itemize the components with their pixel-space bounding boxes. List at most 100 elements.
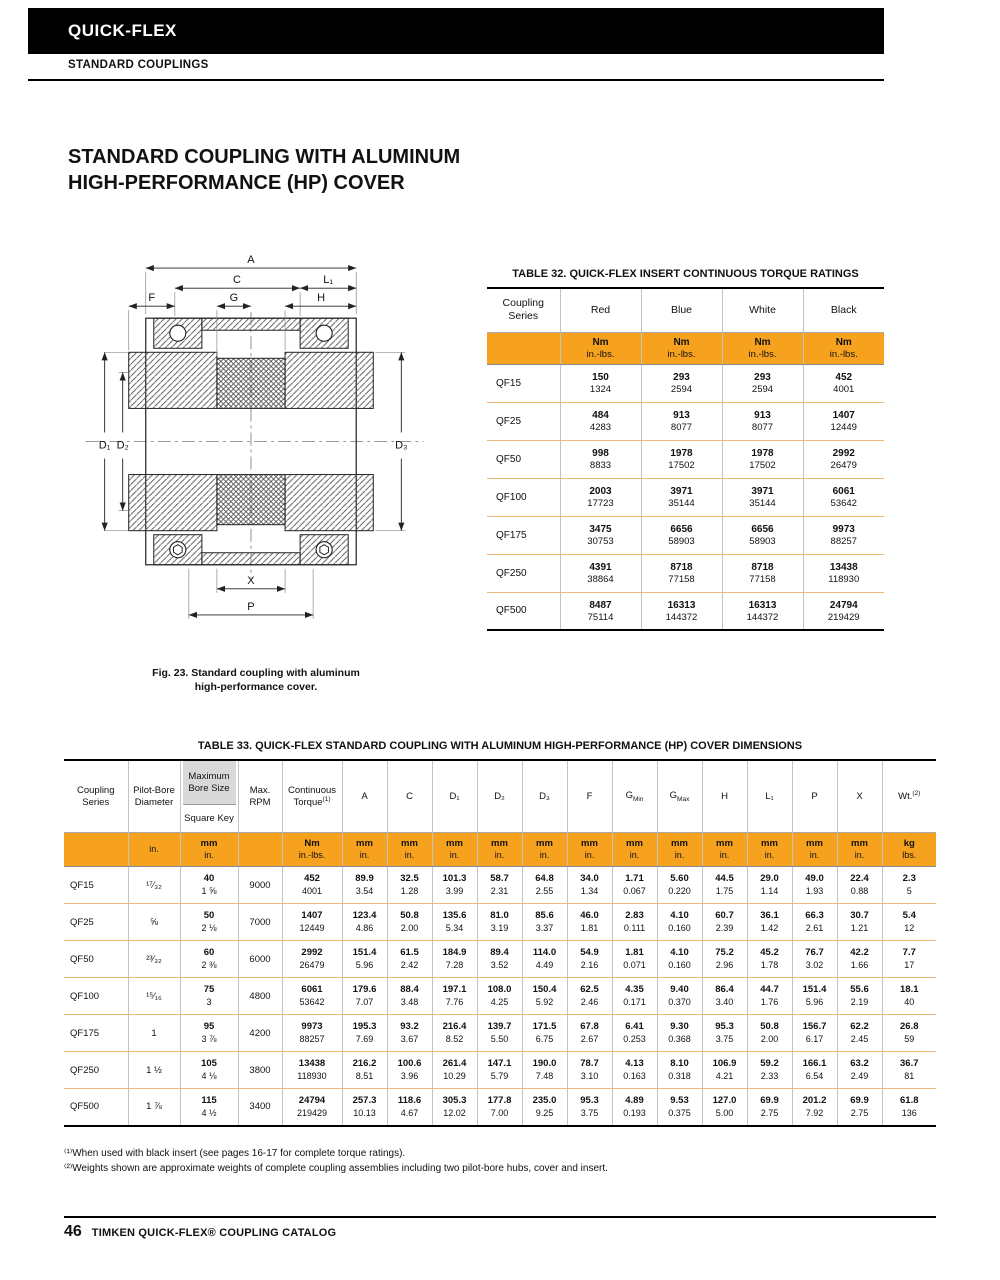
bore-size-cell: 75 3 xyxy=(179,977,238,1015)
table33-title: TABLE 33. QUICK-FLEX STANDARD COUPLING W… xyxy=(197,740,803,752)
header-bar: QUICK-FLEX xyxy=(28,8,884,54)
value-cell: 5.60 0.220 xyxy=(656,866,702,904)
table32-units-row: Nm in.-lbs. Nm in.-lbs. Nm in.-lbs. Nm in.-lbs. xyxy=(487,332,884,365)
dimension-annotations: A C L₁ F G H D₁ D₂ xyxy=(99,254,408,619)
hex-socket-icon xyxy=(173,544,183,556)
unit-cell: mm in. xyxy=(386,832,432,867)
value-cell: 6656 58903 xyxy=(640,516,722,555)
col-dim-f: F xyxy=(566,759,612,833)
series-cell: QF50 xyxy=(64,940,128,978)
col-red: Red xyxy=(559,287,641,333)
value-cell: 95.3 3.75 xyxy=(701,1014,747,1052)
footnote-1: ⁽¹⁾When used with black insert (see page… xyxy=(64,1148,406,1159)
col-pilot-bore: Pilot-Bore Diameter xyxy=(127,759,180,833)
page-footer: 46 TIMKEN QUICK-FLEX® COUPLING CATALOG xyxy=(64,1223,336,1241)
value-cell: 257.3 10.13 xyxy=(341,1088,387,1127)
rpm-cell: 4800 xyxy=(237,977,282,1015)
table33-row: QF25 ⅝ 50 2 ⅛ 7000 1407 12449 123.4 4.86 50.8 2.00… xyxy=(64,903,936,941)
value-cell: 998 8833 xyxy=(559,440,641,479)
value-cell: 305.3 12.02 xyxy=(431,1088,477,1127)
unit-cell: Nm in.-lbs. xyxy=(721,332,803,365)
dim-label-p: P xyxy=(247,601,254,613)
header-subtitle: STANDARD COUPLINGS xyxy=(68,59,209,71)
table33-row: QF15 ¹⁷⁄₃₂ 40 1 ⅝ 9000 452 4001 89.9 3.54 32.5 1.2… xyxy=(64,866,936,904)
col-dim-d3: D₃ xyxy=(521,759,567,833)
value-cell: 201.2 7.92 xyxy=(791,1088,837,1127)
dim-label-g: G xyxy=(230,292,239,304)
unit-cell: in. xyxy=(127,832,180,867)
col-weight: Wt.(2) xyxy=(881,759,936,833)
units-blank-cell xyxy=(237,832,282,867)
unit-cell: mm in. xyxy=(836,832,882,867)
value-cell: 8718 77158 xyxy=(640,554,722,593)
value-cell: 184.9 7.28 xyxy=(431,940,477,978)
col-coupling-series: Coupling Series xyxy=(487,287,560,333)
unit-cell: mm in. xyxy=(431,832,477,867)
value-cell: 293 2594 xyxy=(640,364,722,403)
page-title-line1: STANDARD COUPLING WITH ALUMINUM xyxy=(68,146,461,168)
value-cell: 24794 219429 xyxy=(802,592,884,631)
value-cell: 1978 17502 xyxy=(721,440,803,479)
col-dim-l1: L₁ xyxy=(746,759,792,833)
figure-caption-line2: high-performance cover. xyxy=(194,681,318,694)
square-key-label: Square Key xyxy=(184,812,234,824)
insert-section xyxy=(216,357,286,526)
value-cell: 89.4 3.52 xyxy=(476,940,522,978)
value-cell: 54.9 2.16 xyxy=(566,940,612,978)
value-cell: 13438 118930 xyxy=(802,554,884,593)
value-cell: 6061 53642 xyxy=(802,478,884,517)
value-cell: 9.40 0.370 xyxy=(656,977,702,1015)
value-cell: 1.71 0.067 xyxy=(611,866,657,904)
rpm-cell: 3400 xyxy=(237,1088,282,1127)
value-cell: 151.4 5.96 xyxy=(341,940,387,978)
value-cell: 24794 219429 xyxy=(281,1088,342,1127)
table32-row: QF50 998 8833 1978 17502 1978 17502 2992 26479 xyxy=(487,440,884,479)
unit-cell: mm in. xyxy=(746,832,792,867)
value-cell: 9973 88257 xyxy=(281,1014,342,1052)
value-cell: 1978 17502 xyxy=(640,440,722,479)
dim-label-f: F xyxy=(148,292,155,304)
series-cell: QF25 xyxy=(487,402,560,441)
value-cell: 44.5 1.75 xyxy=(701,866,747,904)
table32-header-row: Coupling Series Red Blue White Black xyxy=(487,287,884,333)
bolt-hole-icon xyxy=(169,324,187,342)
value-cell: 195.3 7.69 xyxy=(341,1014,387,1052)
unit-cell: mm in. xyxy=(791,832,837,867)
value-cell: 127.0 5.00 xyxy=(701,1088,747,1127)
value-cell: 3971 35144 xyxy=(721,478,803,517)
value-cell: 85.6 3.37 xyxy=(521,903,567,941)
dim-label-c: C xyxy=(233,274,241,286)
value-cell: 50.8 2.00 xyxy=(386,903,432,941)
figure-23: A C L₁ F G H D₁ D₂ xyxy=(70,226,442,662)
value-cell: 4.13 0.163 xyxy=(611,1051,657,1089)
value-cell: 2.83 0.111 xyxy=(611,903,657,941)
value-cell: 156.7 6.17 xyxy=(791,1014,837,1052)
value-cell: 151.4 5.96 xyxy=(791,977,837,1015)
unit-cell: mm in. xyxy=(179,832,238,867)
table32-row: QF15 150 1324 293 2594 293 2594 452 4001 xyxy=(487,364,884,403)
unit-cell: Nm in.-lbs. xyxy=(640,332,722,365)
value-cell: 150.4 5.92 xyxy=(521,977,567,1015)
value-cell: 4391 38864 xyxy=(559,554,641,593)
pilot-bore-cell: 1 xyxy=(127,1014,180,1052)
value-cell: 16313 144372 xyxy=(640,592,722,631)
bore-size-cell: 105 4 ⅛ xyxy=(179,1051,238,1089)
page-title-line2: HIGH-PERFORMANCE (HP) COVER xyxy=(68,172,405,194)
figure-caption: Fig. 23. Standard coupling with aluminum… xyxy=(70,666,442,694)
series-cell: QF250 xyxy=(487,554,560,593)
value-cell: 2992 26479 xyxy=(281,940,342,978)
value-cell: 913 8077 xyxy=(721,402,803,441)
value-cell: 50.8 2.00 xyxy=(746,1014,792,1052)
value-cell: 216.4 8.52 xyxy=(431,1014,477,1052)
value-cell: 3475 30753 xyxy=(559,516,641,555)
bolt-hole-icon xyxy=(169,541,187,559)
dim-label-l1: L₁ xyxy=(323,274,333,286)
bolt-hole-icon xyxy=(315,541,333,559)
unit-cell: mm in. xyxy=(611,832,657,867)
col-dim-d1: D₁ xyxy=(431,759,477,833)
value-cell: 166.1 6.54 xyxy=(791,1051,837,1089)
value-cell: 9.30 0.368 xyxy=(656,1014,702,1052)
value-cell: 8718 77158 xyxy=(721,554,803,593)
value-cell: 3971 35144 xyxy=(640,478,722,517)
value-cell: 30.7 1.21 xyxy=(836,903,882,941)
